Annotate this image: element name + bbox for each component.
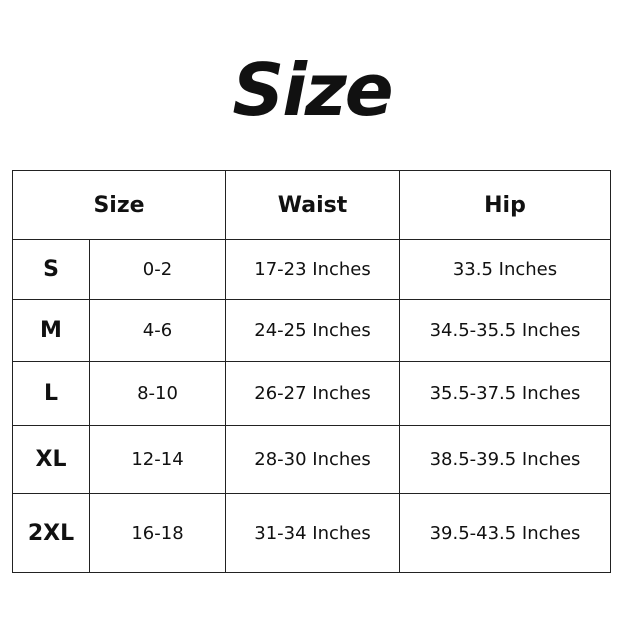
size-table: Size Waist Hip S 0-2 17-23 Inches 33.5 Inches…: [12, 170, 611, 573]
size-letter: L: [12, 361, 90, 426]
table-cell: 35.5-37.5 Inches: [399, 361, 611, 426]
table-row: S 0-2 17-23 Inches 33.5 Inches: [12, 239, 611, 300]
table-cell: 31-34 Inches: [225, 493, 400, 573]
table-cell: 34.5-35.5 Inches: [399, 299, 611, 362]
table-row: XL 12-14 28-30 Inches 38.5-39.5 Inches: [12, 425, 611, 494]
table-cell: 24-25 Inches: [225, 299, 400, 362]
table-row: 2XL 16-18 31-34 Inches 39.5-43.5 Inches: [12, 493, 611, 573]
table-cell: 38.5-39.5 Inches: [399, 425, 611, 494]
table-cell: 16-18: [89, 493, 226, 573]
size-letter: XL: [12, 425, 90, 494]
size-letter: M: [12, 299, 90, 362]
table-row: M 4-6 24-25 Inches 34.5-35.5 Inches: [12, 299, 611, 362]
table-cell: 0-2: [89, 239, 226, 300]
table-row: L 8-10 26-27 Inches 35.5-37.5 Inches: [12, 361, 611, 426]
table-cell: 12-14: [89, 425, 226, 494]
title: Size: [232, 48, 393, 132]
column-header: Waist: [225, 170, 400, 240]
table-cell: 39.5-43.5 Inches: [399, 493, 611, 573]
header-row: Size Waist Hip: [12, 170, 611, 240]
table-cell: 8-10: [89, 361, 226, 426]
table-cell: 4-6: [89, 299, 226, 362]
column-header: Size: [12, 170, 226, 240]
table-cell: 26-27 Inches: [225, 361, 400, 426]
table-cell: 33.5 Inches: [399, 239, 611, 300]
column-header: Hip: [399, 170, 611, 240]
table-cell: 28-30 Inches: [225, 425, 400, 494]
table-cell: 17-23 Inches: [225, 239, 400, 300]
size-letter: 2XL: [12, 493, 90, 573]
size-letter: S: [12, 239, 90, 300]
